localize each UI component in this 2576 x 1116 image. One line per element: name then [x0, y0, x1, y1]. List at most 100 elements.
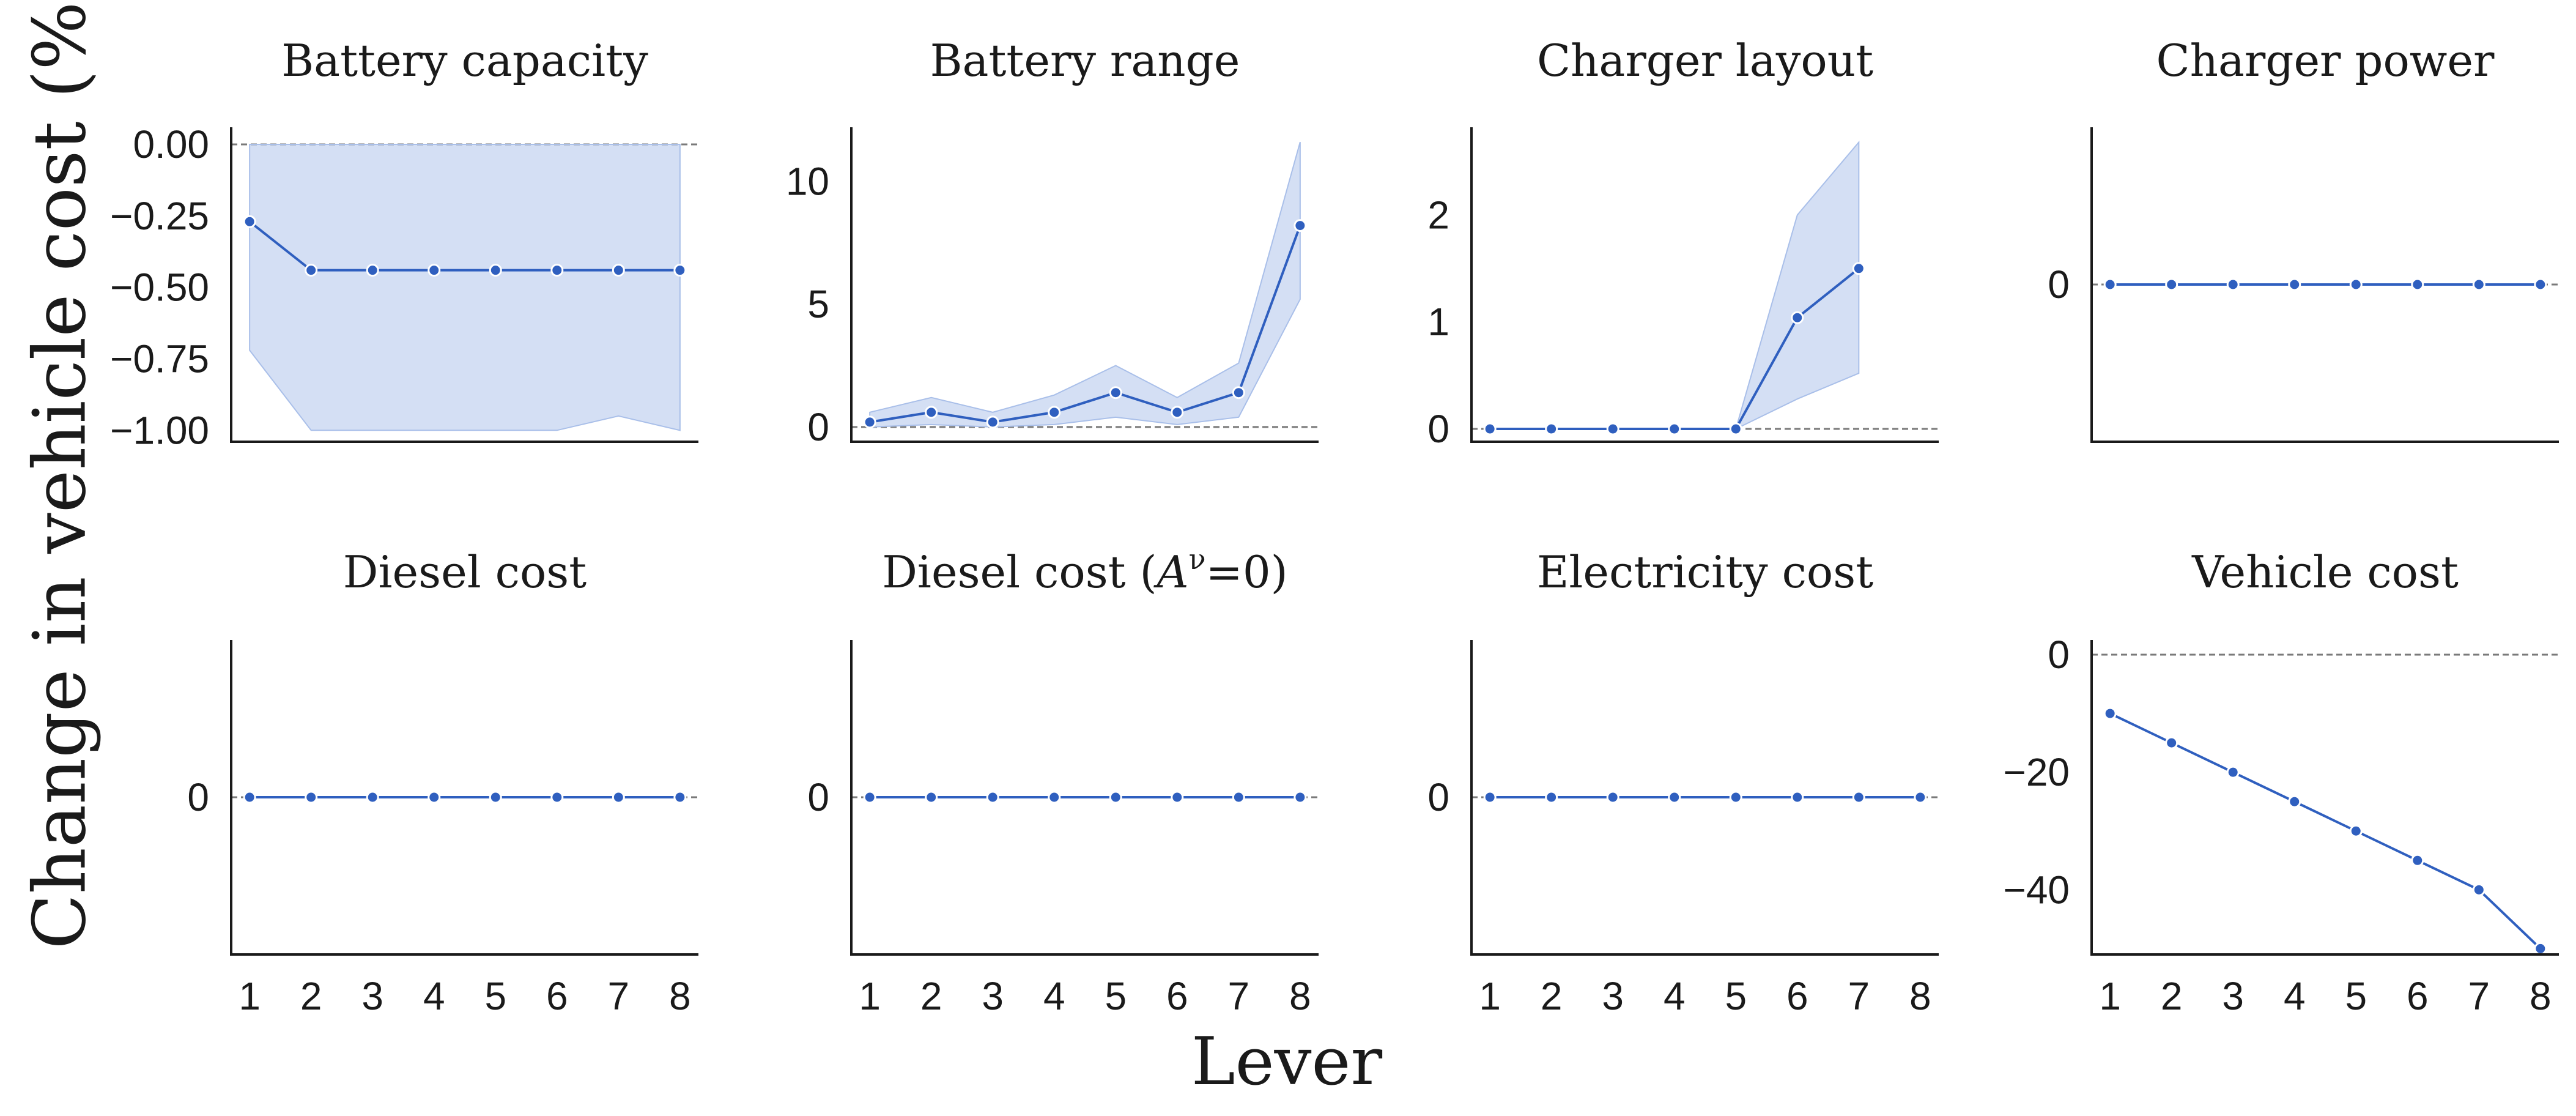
- figure-ylabel: Change in vehicle cost (%): [18, 0, 102, 949]
- data-point: [1294, 790, 1307, 804]
- data-point: [1668, 790, 1681, 804]
- panel: Diesel cost (Aν=0) 0 1 2 3 4 5 6 7 8: [807, 543, 1319, 1018]
- data-point: [2226, 278, 2240, 291]
- data-point: [1791, 790, 1804, 804]
- data-point: [612, 264, 625, 277]
- panel: Electricity cost 0 1 2 3 4 5 6 7 8: [1427, 546, 1939, 1018]
- data-point: [1109, 386, 1122, 400]
- x-tick-label: 1: [2099, 974, 2121, 1018]
- data-point: [986, 790, 999, 804]
- y-tick-label: 0: [2048, 262, 2070, 307]
- data-point: [1109, 790, 1122, 804]
- panels: Battery capacity 0.00 −0.25 −0.50 −0.75 −1.00…: [110, 35, 2559, 1018]
- x-tick-label: 5: [484, 974, 506, 1018]
- x-tick-label: 6: [546, 974, 568, 1018]
- data-point: [2103, 707, 2117, 720]
- panel: Vehicle cost 0 −20 −40 1 2 3 4 5 6 7 8: [2003, 546, 2559, 1018]
- y-tick-label: 0.00: [133, 122, 209, 166]
- x-tick-label: 4: [2284, 974, 2306, 1018]
- data-point: [489, 790, 502, 804]
- x-tick-label: 8: [669, 974, 691, 1018]
- data-point: [863, 790, 876, 804]
- x-tick-label: 4: [1043, 974, 1065, 1018]
- panel-title: Diesel cost: [343, 546, 587, 598]
- series-line: [869, 225, 1301, 423]
- data-point: [612, 790, 625, 804]
- data-point: [925, 406, 938, 419]
- data-point: [1914, 790, 1927, 804]
- data-point: [2349, 824, 2363, 838]
- data-point: [2349, 278, 2363, 291]
- y-tick-label: 0: [2048, 633, 2070, 677]
- x-tick-label: 1: [859, 974, 881, 1018]
- x-tick-label: 3: [982, 974, 1004, 1018]
- figure-xlabel: Lever: [1191, 1024, 1383, 1100]
- x-tick-label: 6: [1786, 974, 1808, 1018]
- x-tick-label: 6: [1166, 974, 1188, 1018]
- data-point: [366, 790, 379, 804]
- data-point: [986, 415, 999, 429]
- x-tick-label: 3: [361, 974, 383, 1018]
- y-tick-label: 0: [807, 775, 829, 819]
- data-point: [1545, 422, 1558, 436]
- y-tick-label: 0: [187, 775, 209, 819]
- data-point: [1294, 219, 1307, 232]
- data-point: [2534, 278, 2547, 291]
- data-point: [1483, 790, 1497, 804]
- panel: Battery capacity 0.00 −0.25 −0.50 −0.75 −1.00: [110, 35, 698, 452]
- confidence-band: [869, 141, 1301, 428]
- panel-title-part: =0): [1206, 546, 1288, 598]
- series-line: [2109, 712, 2542, 950]
- data-point: [2472, 883, 2485, 896]
- x-tick-label: 2: [2161, 974, 2183, 1018]
- panel-title: Battery capacity: [281, 35, 648, 86]
- data-point: [305, 790, 318, 804]
- y-tick-label: −0.25: [110, 194, 209, 238]
- x-tick-label: 8: [1909, 974, 1931, 1018]
- y-tick-label: 5: [807, 282, 829, 326]
- panel-title: Electricity cost: [1537, 546, 1873, 598]
- data-point: [2165, 736, 2178, 750]
- panel-title: Diesel cost (Aν=0): [882, 543, 1288, 598]
- panel-title: Charger power: [2156, 35, 2495, 86]
- data-point: [863, 415, 876, 429]
- y-tick-label: −0.75: [110, 337, 209, 381]
- data-point: [1729, 790, 1742, 804]
- data-point: [1852, 790, 1865, 804]
- data-point: [1171, 406, 1184, 419]
- y-tick-label: −0.50: [110, 266, 209, 310]
- panel-title: Battery range: [930, 35, 1240, 86]
- x-tick-label: 2: [920, 974, 942, 1018]
- data-point: [2472, 278, 2485, 291]
- data-point: [1668, 422, 1681, 436]
- data-point: [2411, 854, 2424, 867]
- y-tick-label: 1: [1427, 300, 1449, 344]
- y-tick-label: −20: [2003, 750, 2070, 794]
- x-tick-label: 7: [2468, 974, 2490, 1018]
- data-point: [2226, 765, 2240, 779]
- x-tick-label: 1: [1479, 974, 1501, 1018]
- x-tick-label: 8: [2530, 974, 2552, 1018]
- data-point: [366, 264, 379, 277]
- x-tick-label: 5: [2345, 974, 2367, 1018]
- x-tick-label: 7: [1848, 974, 1870, 1018]
- y-tick-label: 10: [786, 159, 829, 203]
- data-point: [673, 264, 687, 277]
- data-point: [2411, 278, 2424, 291]
- data-point: [1606, 422, 1619, 436]
- data-point: [2288, 795, 2301, 808]
- x-tick-label: 3: [2222, 974, 2244, 1018]
- series-line: [248, 220, 680, 272]
- y-tick-label: −40: [2003, 868, 2070, 912]
- y-tick-label: 2: [1427, 193, 1449, 237]
- y-tick-label: 0: [807, 405, 829, 449]
- x-tick-label: 6: [2407, 974, 2429, 1018]
- confidence-band: [249, 144, 681, 431]
- x-tick-label: 8: [1289, 974, 1311, 1018]
- data-point: [550, 790, 564, 804]
- data-point: [1791, 311, 1804, 324]
- data-point: [305, 264, 318, 277]
- panel-title: Vehicle cost: [2191, 546, 2459, 598]
- x-tick-label: 7: [608, 974, 630, 1018]
- data-point: [1545, 790, 1558, 804]
